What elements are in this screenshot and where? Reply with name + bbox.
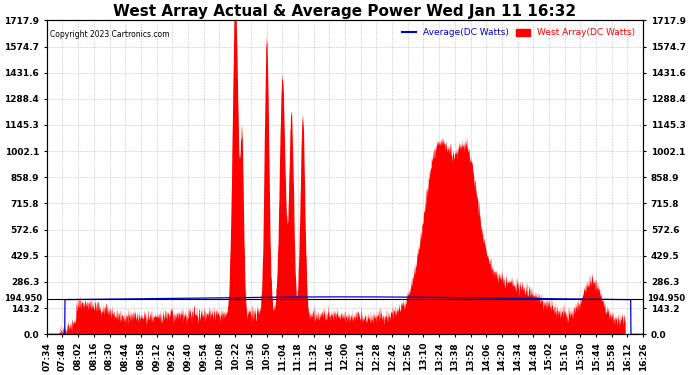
Text: Copyright 2023 Cartronics.com: Copyright 2023 Cartronics.com [50,30,169,39]
Legend: Average(DC Watts), West Array(DC Watts): Average(DC Watts), West Array(DC Watts) [399,25,639,41]
Text: 194.950: 194.950 [5,294,43,303]
Text: 194.950: 194.950 [647,294,685,303]
Title: West Array Actual & Average Power Wed Jan 11 16:32: West Array Actual & Average Power Wed Ja… [113,4,577,19]
